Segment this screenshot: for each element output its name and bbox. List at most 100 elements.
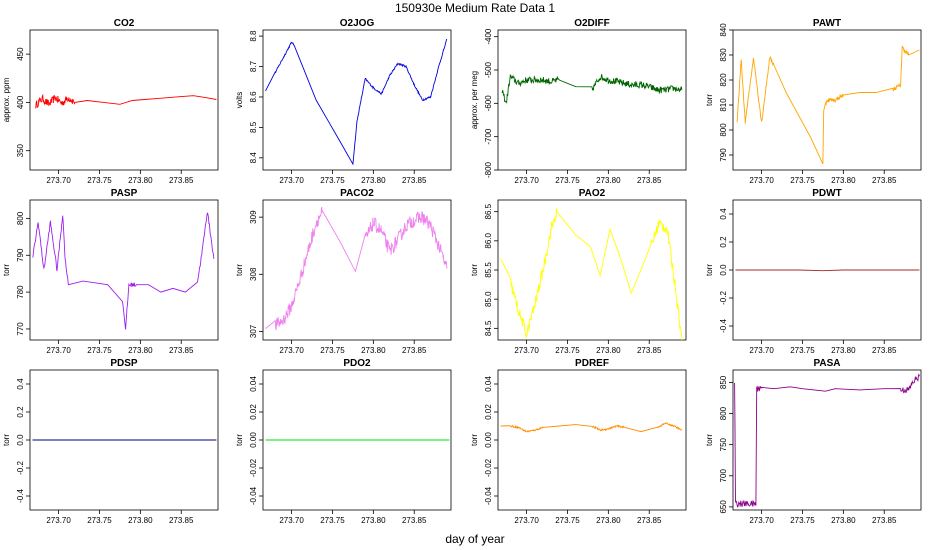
y-tick-label: -0.4 (719, 319, 728, 333)
y-tick-label: -500 (484, 61, 493, 78)
plot-frame (497, 199, 687, 341)
x-tick-label: 273.75 (555, 346, 580, 355)
y-tick-label: 8.8 (249, 30, 258, 42)
series-line-pasp (32, 212, 215, 330)
x-tick-label: 273.80 (361, 516, 386, 525)
y-tick-label: 810 (719, 98, 728, 112)
y-tick-label: 750 (719, 437, 728, 451)
x-tick-label: 273.75 (790, 346, 815, 355)
panel-pawt: PAWT torr 273.70 273.75 273.80 273.85 790 800 81… (705, 18, 922, 185)
x-tick-label: 273.75 (87, 346, 112, 355)
x-tick-label: 273.85 (169, 516, 194, 525)
y-tick-label: 0.00 (484, 432, 493, 448)
y-tick-label: 86.5 (484, 203, 493, 219)
series-line-pasa (734, 373, 920, 508)
y-tick-label: 8.5 (249, 121, 258, 133)
y-tick-label: -600 (484, 95, 493, 112)
x-tick-label: 273.75 (555, 176, 580, 185)
x-tick-label: 273.75 (320, 176, 345, 185)
y-tick-label: 8.4 (249, 152, 258, 164)
x-tick-label: 273.85 (872, 346, 897, 355)
series-line-o2jog (265, 38, 448, 166)
x-tick-label: 273.85 (872, 516, 897, 525)
plot-frame (497, 369, 687, 511)
y-axis-label: torr (470, 434, 479, 446)
y-tick-label: 0.02 (249, 404, 258, 420)
panel-title: CO2 (114, 18, 135, 29)
x-tick-label: 273.85 (872, 176, 897, 185)
y-tick-label: 650 (719, 500, 728, 514)
y-tick-label: 800 (719, 123, 728, 137)
y-tick-label: 770 (16, 322, 25, 336)
x-tick-label: 273.75 (87, 176, 112, 185)
x-tick-label: 273.70 (279, 346, 304, 355)
panel-o2diff: O2DIFF approx. per meg 273.70 273.75 273.80 2… (470, 18, 687, 185)
plot-frame (262, 199, 452, 341)
x-tick-label: 273.85 (637, 346, 662, 355)
x-tick-label: 273.80 (361, 346, 386, 355)
x-tick-label: 273.80 (831, 346, 856, 355)
y-tick-label: -0.04 (484, 486, 493, 505)
y-tick-label: 450 (16, 47, 25, 61)
panel-paco2: PACO2 torr 273.70 273.75 273.80 273.85 307 308 3… (235, 188, 452, 355)
x-tick-label: 273.70 (749, 516, 774, 525)
panel-pasp: PASP torr 273.70 273.75 273.80 273.85 770 780 79… (2, 188, 219, 355)
y-tick-label: 0.4 (16, 378, 25, 390)
y-axis-label: torr (2, 434, 11, 446)
panel-title: PDWT (812, 188, 841, 199)
y-axis-label: torr (705, 434, 714, 446)
y-tick-label: 0.2 (719, 236, 728, 248)
y-tick-label: 84.5 (484, 320, 493, 336)
panel-title: PACO2 (340, 188, 374, 199)
x-tick-label: 273.85 (402, 516, 427, 525)
y-tick-label: 820 (719, 73, 728, 87)
x-tick-label: 273.70 (749, 176, 774, 185)
y-tick-label: 0.0 (719, 264, 728, 276)
y-tick-label: 790 (16, 248, 25, 262)
plot-frame (732, 369, 922, 511)
y-tick-label: -400 (484, 28, 493, 45)
panel-pdwt: PDWT torr 273.70 273.75 273.80 273.85 -0.4 -0.2… (705, 188, 922, 355)
y-tick-label: -0.02 (484, 458, 493, 477)
y-axis-label: approx. per meg (470, 71, 479, 129)
y-axis-label: approx. ppm (2, 77, 11, 122)
y-tick-label: 850 (719, 375, 728, 389)
figure-xlabel: day of year (445, 532, 504, 546)
y-tick-label: 0.04 (249, 376, 258, 392)
x-tick-label: 273.85 (402, 346, 427, 355)
x-tick-label: 273.85 (169, 176, 194, 185)
x-tick-label: 273.80 (128, 346, 153, 355)
y-tick-label: 309 (249, 210, 258, 224)
series-line-pawt (736, 45, 920, 165)
y-tick-label: 830 (719, 48, 728, 62)
y-axis-label: torr (235, 434, 244, 446)
plot-frame (497, 29, 687, 171)
x-tick-label: 273.70 (514, 516, 539, 525)
x-tick-label: 273.80 (596, 516, 621, 525)
x-tick-label: 273.80 (831, 176, 856, 185)
y-tick-label: 85.5 (484, 262, 493, 278)
x-tick-label: 273.80 (128, 516, 153, 525)
series-line-pao2 (500, 208, 683, 341)
panel-title: O2DIFF (574, 18, 610, 29)
x-tick-label: 273.70 (279, 516, 304, 525)
x-tick-label: 273.80 (361, 176, 386, 185)
y-tick-label: 800 (719, 406, 728, 420)
y-axis-label: torr (705, 264, 714, 276)
panel-title: PDSP (110, 358, 138, 369)
y-tick-label: -0.04 (249, 486, 258, 505)
panel-co2: CO2 approx. ppm 273.70 273.75 273.80 273.85 35… (2, 18, 219, 185)
panel-title: PAO2 (579, 188, 606, 199)
series-line-pdwt (735, 269, 920, 272)
x-tick-label: 273.70 (514, 346, 539, 355)
y-tick-label: 0.04 (484, 376, 493, 392)
panel-pao2: PAO2 torr 273.70 273.75 273.80 273.85 84.5 85.0… (470, 188, 687, 355)
y-axis-label: torr (470, 264, 479, 276)
panel-title: PDO2 (343, 358, 371, 369)
y-tick-label: -800 (484, 161, 493, 178)
x-tick-label: 273.75 (320, 346, 345, 355)
y-tick-label: -0.4 (16, 489, 25, 503)
y-tick-label: 700 (719, 469, 728, 483)
y-tick-label: 308 (249, 267, 258, 281)
